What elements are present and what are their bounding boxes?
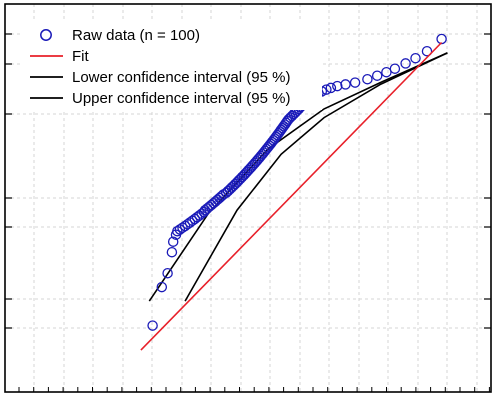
fit-line [140, 41, 443, 351]
legend-entry-raw: Raw data (n = 100) [40, 27, 200, 44]
raw-data-point [174, 224, 186, 235]
legend-label-lower-ci: Lower confidence interval (95 %) [72, 69, 290, 86]
raw-data-point [410, 52, 421, 64]
raw-data-point [172, 225, 183, 237]
legend-background [22, 22, 322, 110]
upper-ci-line [184, 52, 448, 302]
axes-frame [4, 3, 492, 393]
legend-label-raw: Raw data (n = 100) [72, 27, 200, 44]
series-layer [140, 33, 448, 351]
legend-entry-fit: Fit [30, 48, 89, 65]
raw-data-point [220, 187, 232, 199]
raw-data-point [224, 184, 236, 195]
raw-data-point [166, 246, 178, 258]
raw-data-point [436, 33, 447, 45]
raw-data-point [274, 126, 286, 137]
raw-data-point [349, 77, 361, 88]
raw-data-point [167, 236, 179, 247]
raw-data-point [325, 82, 337, 94]
legend-marker-raw [40, 29, 52, 41]
raw-data-point [400, 58, 411, 69]
raw-data-point [340, 79, 351, 90]
raw-data-point [389, 63, 401, 74]
raw-data-point [283, 114, 294, 125]
legend-entry-upper-ci: Upper confidence interval (95 %) [30, 90, 290, 107]
raw-data-point [275, 124, 287, 136]
legend-label-fit: Fit [72, 48, 89, 65]
raw-data-point [198, 206, 210, 218]
legend-entry-lower-ci: Lower confidence interval (95 %) [30, 69, 290, 86]
raw-data-point [269, 133, 280, 144]
grid [4, 4, 491, 392]
raw-data-point [279, 119, 291, 130]
raw-data-point [222, 185, 234, 197]
raw-data-point [332, 80, 343, 92]
raw-data-point [162, 267, 173, 279]
raw-data-point [196, 208, 207, 219]
raw-data-point [381, 66, 392, 78]
raw-data-point [147, 320, 158, 331]
legend: Raw data (n = 100) Fit Lower confidence … [22, 22, 322, 110]
lower-ci-line [148, 52, 448, 302]
raw-data-point [278, 121, 289, 132]
raw-data-point [156, 281, 168, 293]
raw-data-point [362, 73, 373, 85]
raw-data-point [277, 122, 288, 134]
raw-data-point [421, 45, 433, 57]
raw-data-point [272, 129, 283, 141]
legend-label-upper-ci: Upper confidence interval (95 %) [72, 90, 290, 107]
raw-data-point [273, 128, 284, 139]
raw-data-point [371, 70, 383, 81]
